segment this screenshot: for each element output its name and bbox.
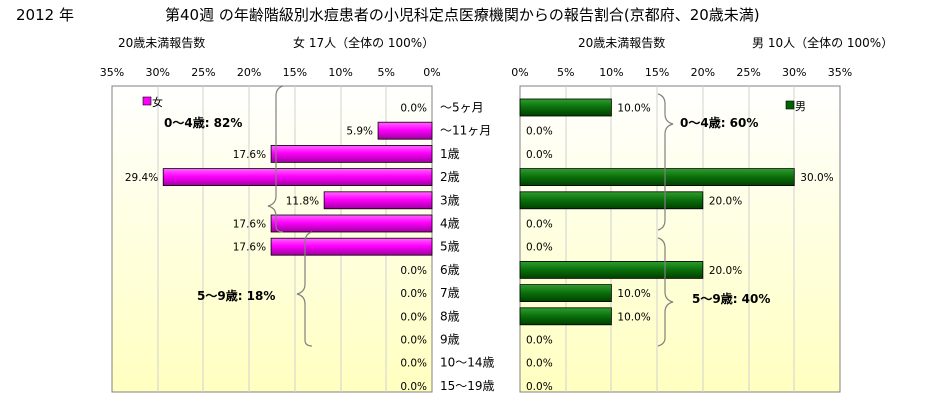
right-bars: 10.0% 0.0% 0.0% 30.0% 20.0% 0.0% 0.0% 20.0% 10.0…	[519, 98, 834, 393]
male-bar-value-label: 0.0%	[526, 149, 553, 161]
left-brace-5-9	[296, 231, 313, 347]
female-bar	[270, 237, 433, 256]
male-bar	[519, 307, 612, 326]
female-bar-value-label: 0.0%	[400, 358, 427, 370]
right-x-tick-label: 20%	[691, 66, 715, 79]
right-x-tick-label: 30%	[782, 66, 806, 79]
female-bar	[270, 214, 433, 233]
male-bar-value-label: 20.0%	[709, 195, 742, 207]
male-bar-value-label: 20.0%	[709, 265, 742, 277]
male-bar	[519, 284, 612, 303]
left-subtitle: 20歳未満報告数	[118, 36, 206, 50]
male-bar-value-label: 0.0%	[526, 358, 553, 370]
left-x-tick-label: 20%	[237, 66, 261, 79]
legend-swatch-female	[142, 96, 152, 106]
right-x-tick-label: 15%	[645, 66, 669, 79]
female-bar-value-label: 17.6%	[233, 149, 266, 161]
male-bar	[519, 191, 704, 210]
left-annotation-0-4: 0～4歳: 82%	[164, 115, 242, 130]
category-label: 10～14歳	[440, 356, 495, 370]
category-label: 15～19歳	[440, 379, 495, 393]
female-bar-value-label: 0.0%	[400, 381, 427, 393]
male-bar	[519, 260, 704, 279]
left-x-tick-label: 5%	[378, 66, 395, 79]
female-bar	[162, 168, 433, 187]
category-label: 9歳	[440, 333, 460, 347]
left-x-tick-label: 15%	[283, 66, 307, 79]
category-label: 7歳	[440, 286, 460, 300]
female-bar-value-label: 11.8%	[286, 195, 319, 207]
female-bar-value-label: 0.0%	[400, 103, 427, 115]
category-label: 1歳	[440, 147, 460, 161]
left-x-tick-label: 0%	[423, 66, 440, 79]
category-labels: ～5ヶ月 ～11ヶ月 1歳 2歳 3歳 4歳 5歳 6歳 7歳 8歳 9歳 10～14歳 15～19歳	[440, 101, 495, 393]
right-plot-area	[519, 85, 841, 393]
legend-label-female: 女	[152, 95, 163, 109]
female-bar-value-label: 29.4%	[125, 172, 158, 184]
male-bar-value-label: 0.0%	[526, 242, 553, 254]
male-bar	[519, 98, 612, 117]
right-x-tick-label: 0%	[511, 66, 528, 79]
male-bar	[519, 168, 795, 187]
female-bar-value-label: 17.6%	[233, 242, 266, 254]
legend-label-male: 男	[795, 100, 806, 113]
right-count: 男 10人（全体の 100%）	[752, 36, 894, 50]
right-x-tick-label: 10%	[599, 66, 623, 79]
female-bar	[323, 191, 433, 210]
male-bar-value-label: 0.0%	[526, 381, 553, 393]
category-label: 3歳	[440, 193, 460, 207]
category-label: 8歳	[440, 309, 460, 323]
left-annotation-5-9: 5～9歳: 18%	[197, 288, 275, 303]
right-subtitle: 20歳未満報告数	[578, 36, 666, 50]
category-label: 6歳	[440, 263, 460, 277]
right-annotation-5-9: 5～9歳: 40%	[692, 291, 770, 306]
right-brace-5-9	[657, 237, 674, 347]
female-bar	[377, 121, 433, 140]
left-x-tick-label: 35%	[100, 66, 124, 79]
right-x-ticks: 0% 5% 10% 15% 20% 25% 30% 35%	[511, 66, 852, 79]
female-bar-value-label: 0.0%	[400, 265, 427, 277]
category-label: 2歳	[440, 170, 460, 184]
female-bar-value-label: 0.0%	[400, 311, 427, 323]
female-bar-value-label: 0.0%	[400, 288, 427, 300]
right-gridlines	[565, 86, 795, 392]
right-x-tick-label: 5%	[557, 66, 574, 79]
category-label: ～5ヶ月	[440, 101, 484, 115]
category-label: 4歳	[440, 217, 460, 231]
male-bar-value-label: 0.0%	[526, 219, 553, 231]
left-x-tick-label: 25%	[191, 66, 215, 79]
year-label: 2012 年	[16, 6, 74, 24]
category-label: ～11ヶ月	[440, 124, 491, 138]
female-bar	[270, 144, 433, 163]
right-x-tick-label: 25%	[736, 66, 760, 79]
left-x-tick-label: 30%	[145, 66, 169, 79]
right-annotation-0-4: 0～4歳: 60%	[680, 115, 758, 130]
male-bar-value-label: 0.0%	[526, 126, 553, 138]
left-x-tick-label: 10%	[328, 66, 352, 79]
right-x-tick-label: 35%	[828, 66, 852, 79]
right-brace-0-4	[657, 93, 674, 231]
male-bar-value-label: 10.0%	[617, 288, 650, 300]
female-bar-value-label: 17.6%	[233, 219, 266, 231]
female-bar-value-label: 5.9%	[346, 126, 373, 138]
female-bar-value-label: 0.0%	[400, 335, 427, 347]
male-bar-value-label: 30.0%	[800, 172, 833, 184]
left-brace-0-4	[267, 85, 284, 233]
male-bar-value-label: 10.0%	[617, 103, 650, 115]
legend-swatch-male	[785, 100, 795, 110]
left-x-ticks: 35% 30% 25% 20% 15% 10% 5% 0%	[100, 66, 441, 79]
male-bar-value-label: 0.0%	[526, 335, 553, 347]
category-label: 5歳	[440, 240, 460, 254]
left-count: 女 17人（全体の 100%）	[293, 36, 435, 50]
title-text: 第40週 の年齢階級別水痘患者の小児科定点医療機関からの報告割合(京都府、20歳…	[165, 6, 760, 24]
left-bars: 0.0% 5.9% 17.6% 29.4% 11.8% 17.6% 17.6% 0.0% 0.0…	[125, 103, 433, 393]
male-bar-value-label: 10.0%	[617, 311, 650, 323]
